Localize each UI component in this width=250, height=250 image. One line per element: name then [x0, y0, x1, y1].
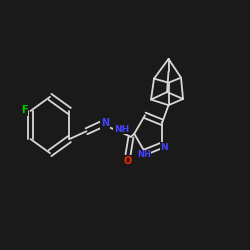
Text: NH: NH — [114, 124, 129, 134]
Text: N: N — [101, 118, 109, 128]
Text: F: F — [21, 105, 28, 115]
Text: N: N — [160, 143, 168, 152]
Text: NH: NH — [137, 150, 151, 159]
Text: O: O — [124, 156, 132, 166]
